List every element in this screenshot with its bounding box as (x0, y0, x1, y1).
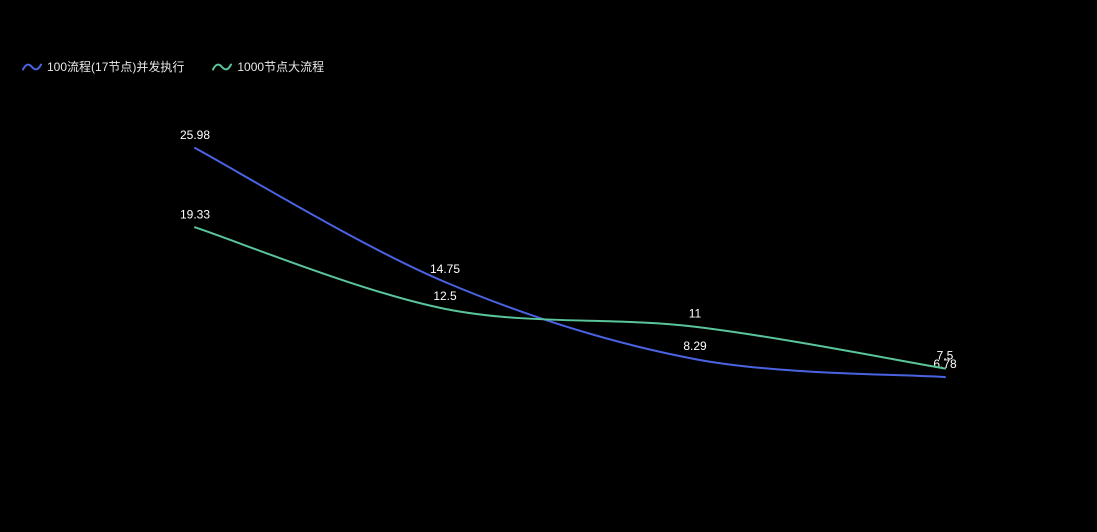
series-line-2 (194, 226, 946, 370)
legend: 100流程(17节点)并发执行 1000节点大流程 (22, 60, 324, 74)
legend-item-series-2[interactable]: 1000节点大流程 (212, 60, 324, 74)
data-label: 14.75 (430, 262, 460, 276)
line-series-icon (212, 63, 233, 71)
line-series-icon (22, 63, 42, 71)
legend-label: 1000节点大流程 (237, 60, 325, 74)
data-label: 8.29 (683, 339, 707, 353)
data-label: 19.33 (180, 207, 210, 221)
data-label: 25.98 (180, 128, 210, 142)
data-label: 11 (689, 307, 702, 321)
legend-label: 100流程(17节点)并发执行 (47, 60, 185, 74)
data-label: 7.5 (937, 349, 954, 363)
data-label: 12.5 (433, 289, 457, 303)
legend-item-series-1[interactable]: 100流程(17节点)并发执行 (22, 60, 184, 74)
series-line-1 (194, 147, 946, 379)
